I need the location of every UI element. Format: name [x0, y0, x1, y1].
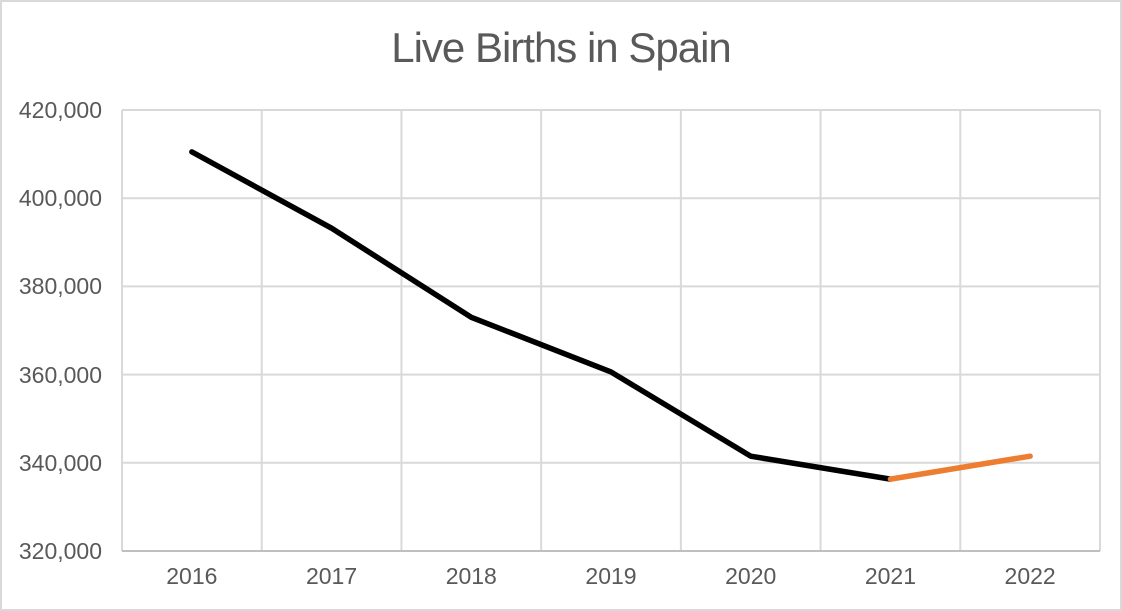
- x-axis-tick-label: 2017: [305, 563, 358, 589]
- x-axis-tick-label: 2022: [1004, 563, 1056, 589]
- series-lines: [189, 149, 1033, 482]
- x-axis-tick-label: 2018: [445, 563, 497, 589]
- y-axis-tick-label: 420,000: [18, 97, 102, 123]
- x-axis-tick-label: 2021: [864, 563, 916, 589]
- y-axis-tick-label: 400,000: [18, 185, 102, 212]
- chart-title: Live Births in Spain: [391, 24, 732, 71]
- series-line-births-actual: [189, 149, 894, 482]
- series-line-births-estimate: [887, 453, 1033, 482]
- y-axis-tick-label: 340,000: [18, 449, 102, 476]
- x-axis-tick-label: 2016: [166, 563, 218, 589]
- x-axis-tick-label: 2020: [725, 563, 777, 589]
- x-axis-tick-label: 2019: [585, 563, 637, 589]
- gridlines: [121, 109, 1101, 552]
- y-axis-tick-label: 360,000: [18, 361, 102, 388]
- y-axis-tick-label: 320,000: [18, 538, 102, 564]
- y-axis-tick-label: 380,000: [18, 273, 102, 300]
